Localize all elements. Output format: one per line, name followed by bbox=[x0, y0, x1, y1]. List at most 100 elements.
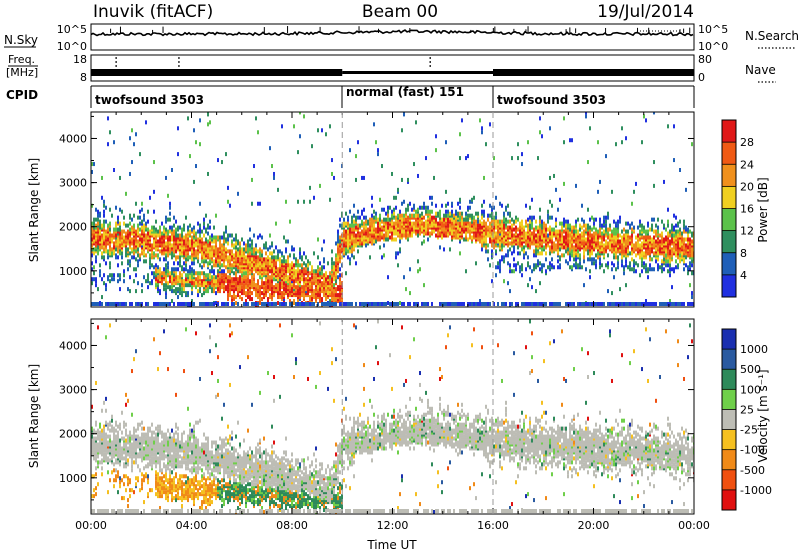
power-scatter-cell bbox=[373, 122, 375, 127]
power-cell bbox=[105, 261, 107, 266]
power-cell bbox=[519, 237, 521, 242]
power-cell bbox=[431, 215, 433, 220]
power-cell bbox=[237, 247, 239, 252]
power-cell bbox=[235, 241, 237, 246]
power-ground-cell bbox=[681, 302, 683, 306]
power-cell bbox=[413, 221, 415, 226]
power-cell bbox=[271, 273, 273, 278]
power-cell bbox=[513, 227, 515, 232]
power-cell bbox=[591, 245, 593, 250]
power-cell bbox=[335, 279, 337, 284]
power-cell bbox=[391, 213, 393, 218]
power-cell bbox=[415, 221, 417, 226]
power-cell bbox=[347, 241, 349, 246]
power-cell bbox=[219, 273, 221, 278]
power-cell bbox=[145, 221, 147, 226]
power-cell bbox=[331, 265, 333, 270]
power-cell bbox=[645, 263, 647, 268]
power-cell bbox=[653, 267, 655, 272]
power-cell bbox=[133, 255, 135, 260]
power-scatter-cell bbox=[491, 279, 493, 284]
power-cell bbox=[617, 219, 619, 224]
power-cell bbox=[181, 293, 183, 298]
power-cell bbox=[285, 283, 287, 288]
freq-panel bbox=[90, 54, 695, 82]
power-cell bbox=[411, 213, 413, 218]
power-scatter-cell bbox=[183, 223, 185, 228]
power-cell bbox=[509, 225, 511, 230]
power-cell bbox=[137, 259, 139, 264]
power-cell bbox=[591, 261, 593, 266]
power-cell bbox=[285, 247, 287, 252]
power-cell bbox=[481, 225, 483, 230]
power-cell bbox=[259, 289, 261, 294]
power-cell bbox=[551, 203, 553, 208]
power-cell bbox=[337, 293, 339, 298]
power-cell bbox=[111, 277, 113, 282]
power-cell bbox=[587, 249, 589, 254]
power-cell bbox=[635, 241, 637, 246]
power-cell bbox=[303, 267, 305, 272]
power-cell bbox=[373, 209, 375, 214]
power-cell bbox=[617, 255, 619, 260]
power-cell bbox=[609, 223, 611, 228]
power-cell bbox=[279, 257, 281, 262]
power-cell bbox=[307, 273, 309, 278]
power-cell bbox=[121, 261, 123, 266]
power-cell bbox=[147, 273, 149, 278]
power-cell bbox=[167, 229, 169, 234]
power-cell bbox=[375, 239, 377, 244]
power-cell bbox=[413, 203, 415, 208]
power-cell bbox=[133, 279, 135, 284]
power-cell bbox=[129, 251, 131, 256]
power-scatter-cell bbox=[431, 201, 433, 206]
power-cell bbox=[339, 217, 341, 222]
power-cell bbox=[479, 223, 481, 228]
power-cell bbox=[593, 221, 595, 226]
power-cell bbox=[119, 207, 121, 212]
power-cell bbox=[533, 227, 535, 232]
power-cell bbox=[677, 221, 679, 226]
power-cell bbox=[653, 229, 655, 234]
power-ground-cell bbox=[443, 302, 445, 306]
power-cell bbox=[689, 267, 691, 272]
power-ground-cell bbox=[409, 302, 411, 306]
power-cell bbox=[573, 229, 575, 234]
power-scatter-cell bbox=[689, 283, 691, 288]
power-ground-cell bbox=[623, 302, 625, 306]
power-cell bbox=[493, 233, 495, 238]
power-scatter-cell bbox=[257, 201, 259, 206]
power-ground-cell bbox=[483, 302, 485, 306]
power-scatter-cell bbox=[527, 140, 529, 145]
power-cell bbox=[261, 249, 263, 254]
power-cell bbox=[297, 259, 299, 264]
power-ground-cell bbox=[631, 302, 633, 306]
power-ground-cell bbox=[101, 302, 103, 306]
nave-tick-top: 80 bbox=[698, 53, 712, 66]
power-scatter-cell bbox=[653, 112, 655, 115]
power-ground-cell bbox=[511, 302, 513, 306]
power-ground-cell bbox=[589, 302, 591, 306]
power-ground-cell bbox=[497, 302, 499, 306]
power-cell bbox=[599, 217, 601, 222]
power-cell bbox=[321, 297, 323, 302]
power-cell bbox=[599, 265, 601, 270]
power-cell bbox=[677, 229, 679, 234]
power-cell bbox=[577, 229, 579, 234]
power-cell bbox=[275, 245, 277, 250]
power-cell bbox=[515, 229, 517, 234]
power-cell bbox=[165, 227, 167, 232]
power-cell bbox=[643, 251, 645, 256]
power-scatter-cell bbox=[529, 205, 531, 210]
power-scatter-cell bbox=[621, 126, 623, 131]
power-cell bbox=[657, 245, 659, 250]
power-scatter-cell bbox=[513, 245, 515, 250]
power-ground-cell bbox=[213, 302, 215, 306]
power-cell bbox=[475, 219, 477, 224]
power-cell bbox=[475, 261, 477, 266]
power-scatter-cell bbox=[209, 120, 211, 125]
power-cell bbox=[241, 291, 243, 296]
power-scatter-cell bbox=[653, 183, 655, 188]
power-cell bbox=[497, 265, 499, 270]
power-cell bbox=[569, 227, 571, 232]
